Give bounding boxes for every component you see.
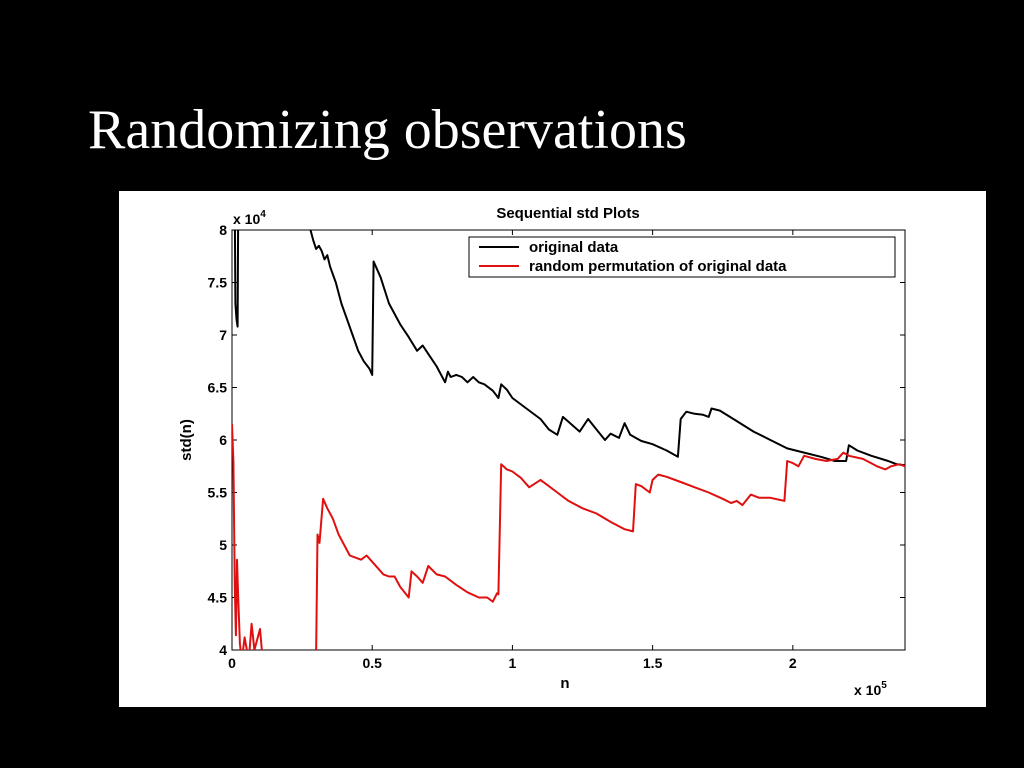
y-tick-label: 5.5 xyxy=(208,485,228,501)
legend-label-random-permutation: random permutation of original data xyxy=(529,258,787,275)
x-tick-label: 1.5 xyxy=(643,655,663,671)
x-multiplier-label: x 105 xyxy=(854,680,887,698)
chart-title: Sequential std Plots xyxy=(496,205,639,222)
y-tick-label: 7.5 xyxy=(208,275,228,291)
x-multiplier-exponent: 5 xyxy=(881,680,887,691)
slide-title: Randomizing observations xyxy=(88,99,687,161)
series-original-data-line xyxy=(233,230,905,467)
x-tick-label: 0.5 xyxy=(362,655,382,671)
legend: original data random permutation of orig… xyxy=(468,236,896,278)
y-tick-label: 8 xyxy=(219,222,227,238)
x-tick-label: 0 xyxy=(228,655,236,671)
legend-label-original-data: original data xyxy=(529,239,619,256)
y-multiplier-label: x 104 xyxy=(233,209,266,227)
x-tick-label: 1 xyxy=(509,655,517,671)
series-random-permutation-line xyxy=(232,424,905,650)
x-tick-label: 2 xyxy=(789,655,797,671)
y-tick-label: 6.5 xyxy=(208,380,228,396)
y-axis-ticks: 4 4.5 5 5.5 6 6.5 7 7.5 8 xyxy=(208,222,905,658)
y-tick-label: 4.5 xyxy=(208,590,228,606)
y-tick-label: 5 xyxy=(219,537,227,553)
chart-figure: Sequential std Plots 4 4.5 5 5.5 6 6.5 7 7.5 8 0… xyxy=(119,191,986,707)
y-axis-label: std(n) xyxy=(178,419,195,461)
x-axis-ticks: 0 0.5 1 1.5 2 xyxy=(228,230,797,671)
legend-box xyxy=(468,236,896,278)
y-multiplier-exponent: 4 xyxy=(260,209,266,220)
chart-svg: Sequential std Plots 4 4.5 5 5.5 6 6.5 7 7.5 8 0… xyxy=(178,205,906,698)
plot-area xyxy=(231,229,906,651)
y-tick-label: 4 xyxy=(219,642,227,658)
y-tick-label: 7 xyxy=(219,327,227,343)
y-tick-label: 6 xyxy=(219,432,227,448)
x-axis-label: n xyxy=(560,675,569,692)
